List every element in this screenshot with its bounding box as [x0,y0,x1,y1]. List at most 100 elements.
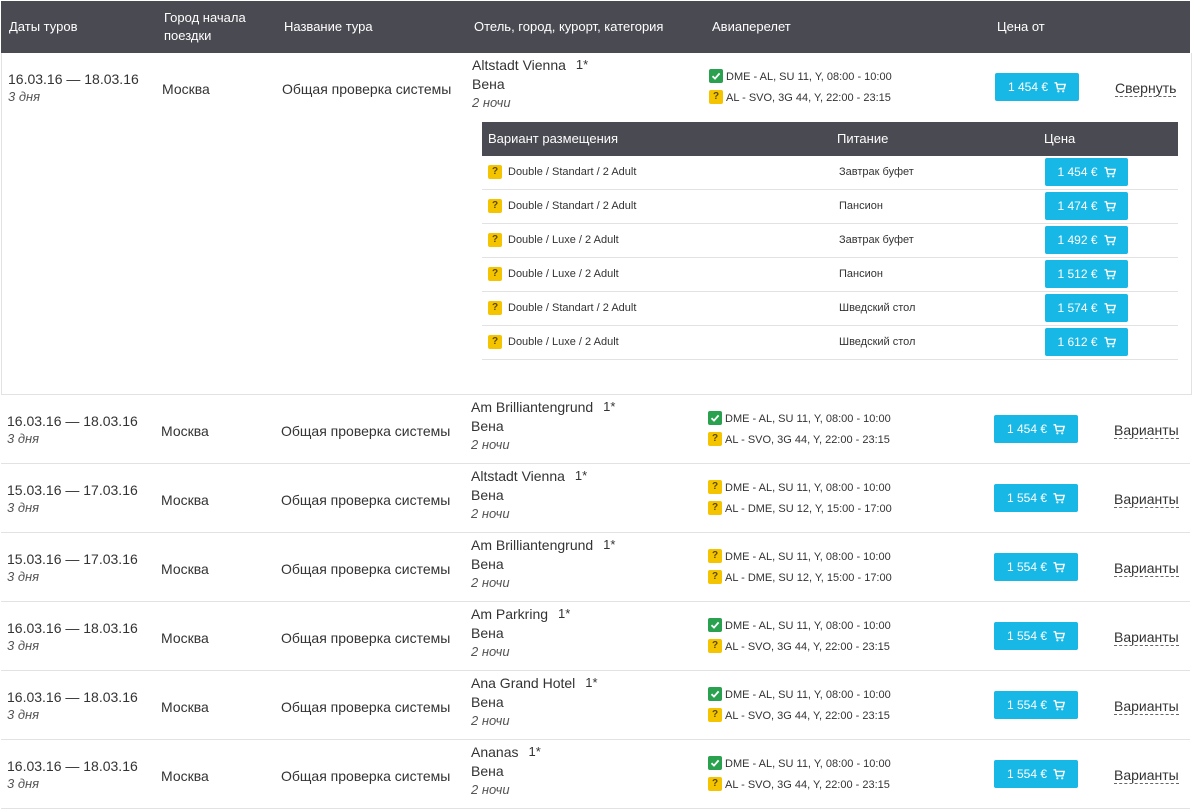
variant-meal: Завтрак буфет [839,234,914,246]
hotel-name: Ana Grand Hotel 1* [471,675,598,691]
price-button[interactable]: 1 554 € [994,553,1078,581]
question-icon[interactable]: ? [708,708,722,723]
flight-return-text: AL - SVO, 3G 44, Y, 22:00 - 23:15 [725,434,890,446]
variants-link[interactable]: Варианты [1114,422,1179,439]
start-city: Москва [161,699,209,715]
cart-icon [1053,767,1066,781]
price-button[interactable]: 1 454 € [994,415,1078,443]
variant-price-button[interactable]: 1 574 € [1045,294,1128,322]
question-icon[interactable]: ? [708,777,722,792]
tour-name: Общая проверка системы [281,768,451,784]
variant-price-button[interactable]: 1 512 € [1045,260,1128,288]
question-icon[interactable]: ? [708,432,722,447]
question-icon[interactable]: ? [708,501,722,516]
variants-link[interactable]: Варианты [1114,491,1179,508]
header-hotel: Отель, город, курорт, категория [474,19,664,34]
variants-link[interactable]: Варианты [1114,629,1179,646]
question-icon[interactable]: ? [488,233,502,247]
cart-icon [1104,335,1116,349]
variant-row: ? Double / Luxe / 2 Adult Пансион 1 512 € [482,258,1178,292]
header-tour-name: Название тура [284,19,373,34]
start-city: Москва [161,768,209,784]
hotel-stars: 1* [528,744,541,759]
hotel-name: Am Brilliantengrund 1* [471,399,615,415]
price-label: 1 554 € [1006,767,1048,781]
variant-price-button[interactable]: 1 454 € [1045,158,1128,186]
variants-link[interactable]: Варианты [1114,767,1179,784]
flight-return-text: AL - SVO, 3G 44, Y, 22:00 - 23:15 [725,779,890,791]
question-icon[interactable]: ? [488,165,502,179]
hotel-stars: 1* [574,468,588,483]
question-icon[interactable]: ? [709,90,723,105]
question-icon[interactable]: ? [708,639,722,654]
hotel-nights: 2 ночи [472,95,511,110]
hotel-name-text: Am Brilliantengrund [471,537,594,553]
question-icon[interactable]: ? [708,549,722,564]
variant-room: Double / Standart / 2 Adult [508,302,637,314]
hotel-city: Вена [471,487,504,503]
variant-price-label: 1 574 € [1057,301,1098,315]
question-icon[interactable]: ? [708,570,722,585]
check-icon [709,69,723,84]
variant-room: Double / Luxe / 2 Adult [508,268,619,280]
flight-return-text: AL - DME, SU 12, Y, 15:00 - 17:00 [725,572,892,584]
cart-icon [1104,267,1116,281]
variant-price-button[interactable]: 1 492 € [1045,226,1128,254]
variant-room: Double / Luxe / 2 Adult [508,234,619,246]
variants-header-room: Вариант размещения [488,131,619,146]
question-icon[interactable]: ? [488,199,502,213]
flight-outbound-text: DME - AL, SU 11, Y, 08:00 - 10:00 [725,620,891,632]
price-label: 1 454 € [1007,80,1049,94]
hotel-name: Am Brilliantengrund 1* [471,537,615,553]
tour-duration: 3 дня [7,569,40,584]
flight-return: ? AL - SVO, 3G 44, Y, 22:00 - 23:15 [709,90,891,106]
variant-row: ? Double / Luxe / 2 Adult Шведский стол 1 6… [482,326,1178,360]
price-label: 1 554 € [1006,629,1048,643]
price-button[interactable]: 1 554 € [994,760,1078,788]
hotel-name-text: Ana Grand Hotel [471,675,576,691]
question-icon[interactable]: ? [708,480,722,495]
variants-table: Вариант размещения Питание Цена? Double / S… [482,122,1178,360]
tour-duration: 3 дня [7,431,40,446]
hotel-name-text: Am Brilliantengrund [471,399,594,415]
cart-icon [1053,560,1066,574]
question-icon[interactable]: ? [488,335,502,349]
price-button[interactable]: 1 554 € [994,691,1078,719]
hotel-name-text: Ananas [471,744,519,760]
variant-price-label: 1 512 € [1057,267,1098,281]
variants-link[interactable]: Варианты [1114,560,1179,577]
hotel-nights: 2 ночи [471,644,510,659]
check-icon [708,756,722,771]
flight-outbound-text: DME - AL, SU 11, Y, 08:00 - 10:00 [725,413,891,425]
collapse-link[interactable]: Свернуть [1115,80,1177,97]
flight-outbound-text: DME - AL, SU 11, Y, 08:00 - 10:00 [725,758,891,770]
hotel-nights: 2 ночи [471,713,510,728]
cart-icon [1053,422,1066,436]
price-label: 1 554 € [1006,560,1048,574]
hotel-city: Вена [471,625,504,641]
flight-return: ? AL - DME, SU 12, Y, 15:00 - 17:00 [708,501,892,517]
question-icon[interactable]: ? [488,301,502,315]
price-button[interactable]: 1 554 € [994,484,1078,512]
price-button[interactable]: 1 454 € [995,73,1079,101]
variant-room: Double / Standart / 2 Adult [508,166,637,178]
flight-outbound: DME - AL, SU 11, Y, 08:00 - 10:00 [708,756,891,772]
cart-icon [1104,199,1116,213]
price-button[interactable]: 1 554 € [994,622,1078,650]
variants-link[interactable]: Варианты [1114,698,1179,715]
variant-row: ? Double / Luxe / 2 Adult Завтрак буфет 1 4… [482,224,1178,258]
flight-return: ? AL - DME, SU 12, Y, 15:00 - 17:00 [708,570,892,586]
hotel-name: Ananas 1* [471,744,541,760]
start-city: Москва [161,630,209,646]
variant-price-button[interactable]: 1 612 € [1045,328,1128,356]
tour-dates: 16.03.16 — 18.03.16 [7,620,138,636]
variant-price-button[interactable]: 1 474 € [1045,192,1128,220]
hotel-name: Altstadt Vienna 1* [471,468,587,484]
tour-dates: 16.03.16 — 18.03.16 [7,413,138,429]
question-icon[interactable]: ? [488,267,502,281]
hotel-city: Вена [471,763,504,779]
hotel-city: Вена [471,556,504,572]
flight-return-text: AL - SVO, 3G 44, Y, 22:00 - 23:15 [725,641,890,653]
tour-row: 15.03.16 — 17.03.16 3 дня Москва Общая пров… [1,464,1190,533]
start-city: Москва [161,492,209,508]
